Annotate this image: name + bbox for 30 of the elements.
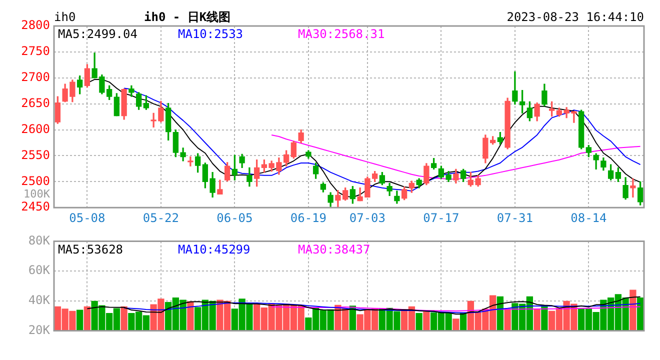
text: MA5:53628 <box>58 242 124 256</box>
text: MA30:38437 <box>298 242 370 256</box>
y-tick-label: 2650 <box>21 96 50 110</box>
y-tick-label: 2500 <box>21 174 50 188</box>
y-tick-label: 2700 <box>21 70 50 84</box>
x-tick-label: 06-19 <box>290 210 326 225</box>
x-tick-label: 07-31 <box>496 210 533 225</box>
y-tick-label: 2550 <box>21 148 50 162</box>
text: MA30:2568.31 <box>298 27 385 42</box>
text: 2023-08-23 16:44:10 <box>506 10 644 24</box>
y-tick-label: 20K <box>28 322 51 337</box>
x-tick-label: 08-14 <box>570 210 607 225</box>
y-tick-label: 2450 <box>21 200 50 214</box>
x-tick-label: 07-03 <box>349 210 386 225</box>
y-tick-label: 40K <box>28 293 51 308</box>
text: MA10:45299 <box>178 242 250 256</box>
y-tick-label: 80K <box>28 233 51 248</box>
y-tick-label: 60K <box>28 263 51 278</box>
x-tick-label: 06-05 <box>216 210 253 225</box>
x-tick-label: 05-22 <box>142 210 179 225</box>
x-tick-label: 07-17 <box>423 210 460 225</box>
x-tick-label: 05-08 <box>69 210 106 225</box>
y-tick-label: 2600 <box>21 122 50 136</box>
text: 100K <box>24 187 50 200</box>
chart-title: ih0 - 日K线图 <box>144 10 231 24</box>
text: MA10:2533 <box>178 27 244 42</box>
y-tick-label: 2750 <box>21 44 50 58</box>
y-axis-title: ih0 <box>54 10 76 24</box>
text: MA5:2499.04 <box>58 27 138 42</box>
y-tick-label: 2800 <box>21 18 50 32</box>
